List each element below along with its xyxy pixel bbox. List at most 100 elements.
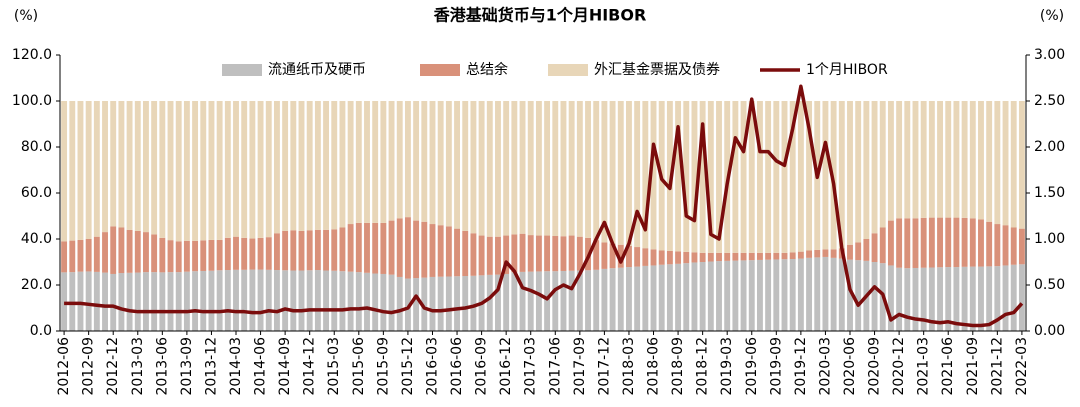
bar-segment bbox=[102, 272, 108, 331]
x-tick-label: 2021-03 bbox=[916, 337, 932, 396]
x-tick-label: 2019-09 bbox=[768, 337, 784, 396]
bar-segment bbox=[994, 224, 1001, 267]
bar-segment bbox=[904, 218, 911, 269]
bar-segment bbox=[437, 101, 444, 226]
bar-segment bbox=[756, 259, 763, 331]
bar-segment bbox=[462, 276, 469, 331]
bar-segment bbox=[224, 101, 231, 238]
bar-segment bbox=[797, 101, 804, 252]
bar-segment bbox=[535, 101, 542, 236]
bar-segment bbox=[290, 230, 297, 271]
bar-segment bbox=[740, 252, 747, 261]
bar-segment bbox=[1010, 227, 1017, 265]
bar-segment bbox=[323, 229, 330, 271]
bar-segment bbox=[249, 269, 256, 331]
bar-segment bbox=[61, 101, 68, 242]
bar-segment bbox=[675, 251, 682, 264]
bar-segment bbox=[748, 252, 755, 261]
bar-segment bbox=[347, 224, 354, 272]
bar-segment bbox=[797, 251, 804, 259]
bar-segment bbox=[748, 260, 755, 331]
bar-segment bbox=[134, 230, 141, 273]
bar-segment bbox=[77, 101, 84, 240]
bar-segment bbox=[396, 276, 403, 331]
bar-segment bbox=[912, 267, 919, 331]
bar-segment bbox=[1002, 101, 1009, 226]
bar-segment bbox=[617, 101, 624, 245]
bar-segment bbox=[994, 266, 1001, 331]
legend-label: 1个月HIBOR bbox=[806, 62, 888, 78]
bar-segment bbox=[593, 101, 600, 241]
bar-segment bbox=[675, 263, 682, 331]
bar-segment bbox=[642, 101, 649, 249]
bar-segment bbox=[495, 274, 501, 331]
bar-segment bbox=[216, 101, 223, 240]
chart-title: 香港基础货币与1个月HIBOR bbox=[433, 6, 647, 25]
bar-segment bbox=[683, 263, 690, 331]
x-tick-label: 2013-03 bbox=[130, 337, 146, 396]
bar-segment bbox=[560, 236, 567, 271]
bar-segment bbox=[519, 271, 526, 331]
bar-segment bbox=[626, 101, 632, 246]
bar-segment bbox=[650, 101, 657, 250]
bar-segment bbox=[732, 252, 739, 261]
bar-segment bbox=[896, 101, 903, 219]
bar-segment bbox=[683, 251, 690, 264]
bar-segment bbox=[626, 245, 632, 268]
bar-segment bbox=[364, 272, 370, 331]
x-tick-label: 2014-09 bbox=[277, 337, 293, 396]
y2-tick-label: 3.00 bbox=[1034, 47, 1065, 63]
bar-segment bbox=[920, 101, 927, 218]
bar-segment bbox=[192, 101, 199, 241]
bar-segment bbox=[716, 261, 722, 331]
bar-segment bbox=[912, 218, 919, 268]
bar-segment bbox=[781, 101, 788, 253]
bar-segment bbox=[937, 267, 943, 331]
bar-segment bbox=[814, 257, 821, 331]
bar-segment bbox=[1018, 228, 1025, 265]
bar-segment bbox=[847, 101, 853, 245]
y2-tick-label: 2.50 bbox=[1034, 93, 1065, 109]
bar-segment bbox=[413, 220, 420, 279]
bar-segment bbox=[961, 101, 968, 218]
bar-segment bbox=[404, 278, 411, 331]
x-tick-label: 2017-03 bbox=[523, 337, 539, 396]
bar-segment bbox=[535, 235, 542, 272]
bar-segment bbox=[822, 249, 829, 257]
bar-segment bbox=[183, 240, 190, 272]
bar-segment bbox=[486, 101, 493, 237]
bar-segment bbox=[847, 244, 853, 260]
bar-segment bbox=[372, 273, 379, 331]
bar-segment bbox=[167, 272, 174, 331]
bar-segment bbox=[85, 271, 92, 331]
y-tick-label: 60.0 bbox=[21, 185, 52, 201]
bar-segment bbox=[806, 101, 813, 251]
bar-segment bbox=[781, 252, 788, 260]
bar-segment bbox=[601, 268, 608, 331]
bar-segment bbox=[593, 240, 600, 270]
bar-segment bbox=[93, 236, 100, 272]
y-tick-label: 100.0 bbox=[12, 93, 52, 109]
bar-segment bbox=[1018, 264, 1025, 331]
x-tick-label: 2021-06 bbox=[940, 337, 956, 396]
bar-segment bbox=[732, 260, 739, 331]
bar-segment bbox=[838, 258, 845, 331]
bar-segment bbox=[77, 271, 84, 331]
bar-segment bbox=[134, 272, 141, 331]
bar-segment bbox=[912, 101, 919, 219]
bar-segment bbox=[822, 256, 829, 331]
bar-segment bbox=[535, 271, 542, 331]
bar-segment bbox=[282, 270, 289, 331]
bar-segment bbox=[920, 267, 927, 331]
bar-segment bbox=[724, 252, 731, 261]
bar-segment bbox=[69, 101, 76, 241]
x-tick-label: 2013-09 bbox=[179, 337, 195, 396]
bar-segment bbox=[85, 101, 92, 239]
bar-segment bbox=[273, 233, 280, 271]
bar-segment bbox=[445, 101, 452, 227]
bar-segment bbox=[691, 262, 698, 331]
bar-segment bbox=[1010, 101, 1017, 228]
bar-segment bbox=[797, 258, 804, 331]
bar-segment bbox=[183, 271, 190, 331]
bar-segment bbox=[355, 222, 362, 273]
